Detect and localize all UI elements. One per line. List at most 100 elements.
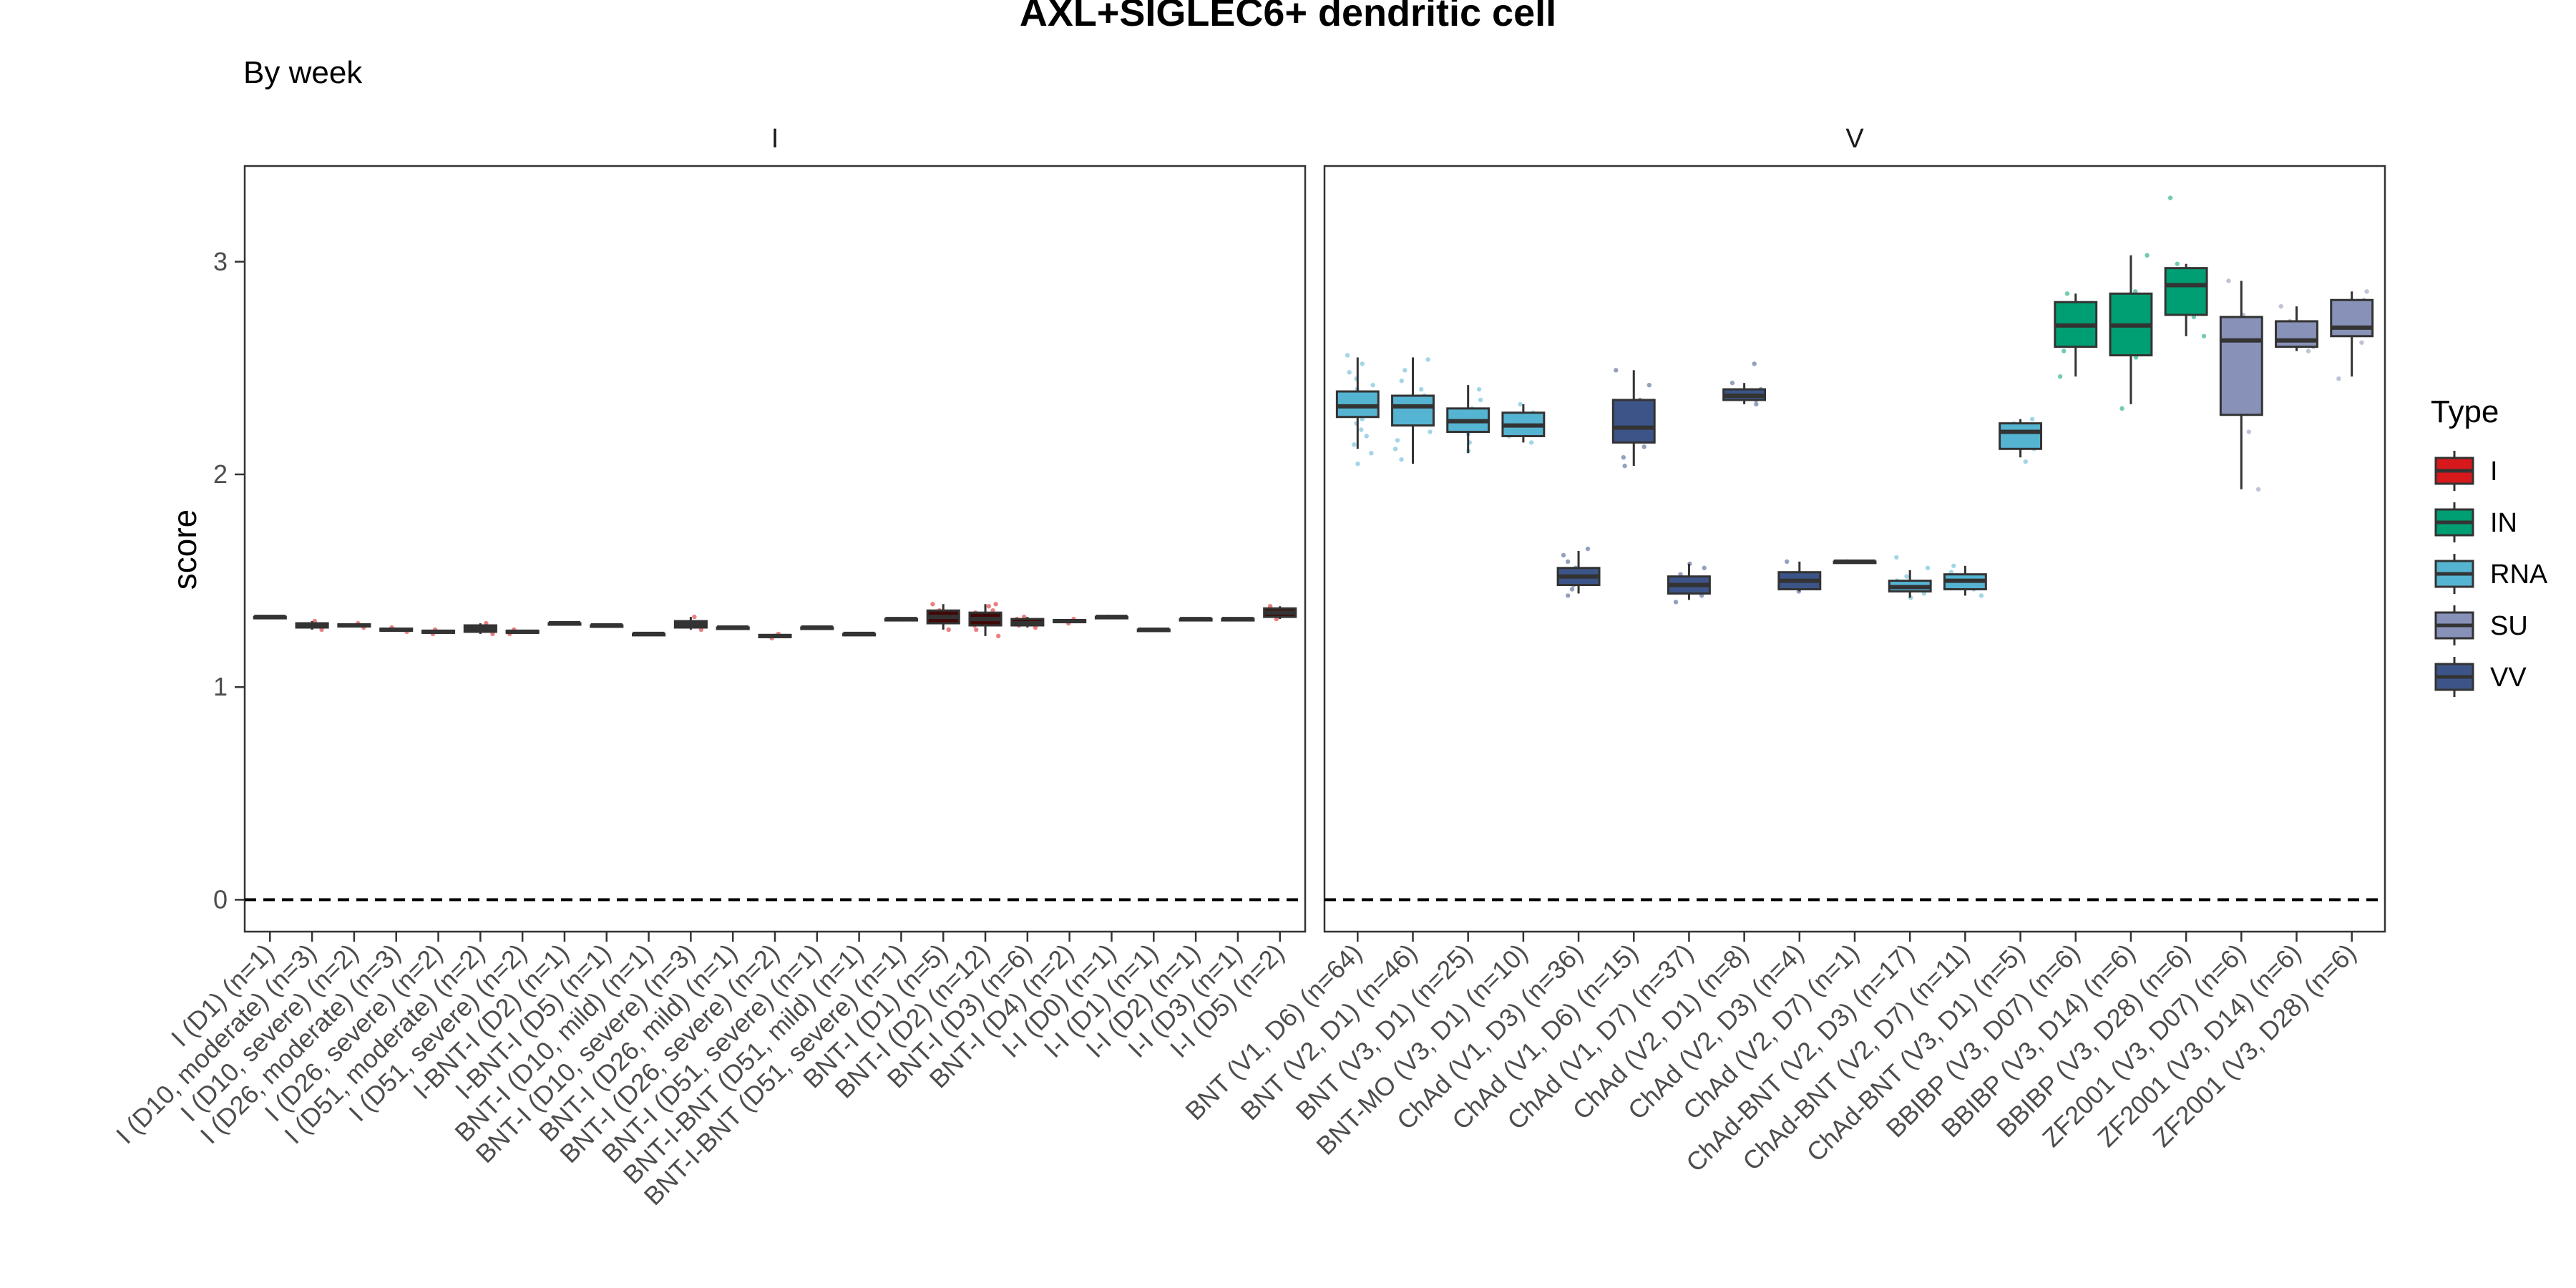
data-point xyxy=(1614,368,1619,373)
data-point xyxy=(1951,563,1956,568)
data-point xyxy=(986,604,992,609)
data-point xyxy=(930,602,935,607)
data-point xyxy=(2145,253,2150,258)
data-point xyxy=(1369,451,1374,456)
legend-label: I xyxy=(2490,457,2498,487)
panel-frame xyxy=(243,165,1307,933)
legend-label: VV xyxy=(2490,663,2527,693)
y-tick-label: 1 xyxy=(213,672,228,701)
data-point xyxy=(1561,552,1566,558)
data-point xyxy=(2336,376,2341,381)
data-point xyxy=(1529,440,1534,445)
box-body xyxy=(2330,298,2374,338)
legend-item-RNA: RNA xyxy=(2434,554,2548,594)
y-tick-label: 3 xyxy=(213,247,228,276)
data-point xyxy=(1702,565,1707,570)
box-body xyxy=(1391,394,1435,427)
y-axis-title: score xyxy=(166,509,203,590)
data-point xyxy=(1729,380,1735,386)
data-point xyxy=(1673,600,1679,605)
data-point xyxy=(1360,361,1365,366)
y-tick-label: 2 xyxy=(213,459,228,489)
data-point xyxy=(1402,368,1407,373)
data-point xyxy=(1428,429,1433,434)
data-point xyxy=(1754,401,1759,407)
data-point xyxy=(1518,401,1523,407)
data-point xyxy=(1478,397,1483,403)
data-point xyxy=(1752,361,1757,366)
data-point xyxy=(1359,427,1364,432)
data-point xyxy=(993,602,998,607)
box-body xyxy=(1999,422,2043,450)
data-point xyxy=(946,627,951,633)
data-point xyxy=(1979,593,1984,598)
data-point xyxy=(1925,565,1931,570)
box-body xyxy=(2275,320,2318,348)
data-point xyxy=(1894,555,1899,560)
data-point xyxy=(1565,593,1571,598)
data-point xyxy=(2175,261,2180,266)
legend-title: Type xyxy=(2431,394,2499,429)
data-point xyxy=(2064,291,2070,296)
data-point xyxy=(1585,546,1591,552)
data-point xyxy=(1345,353,1350,358)
data-point xyxy=(2226,278,2231,283)
data-point xyxy=(2029,416,2035,421)
data-point xyxy=(1569,587,1575,592)
data-point xyxy=(2255,487,2261,492)
legend-label: RNA xyxy=(2490,560,2548,590)
data-point xyxy=(2023,459,2029,464)
box-body xyxy=(2219,316,2263,416)
panel-strip-label: I xyxy=(771,124,779,154)
data-point xyxy=(2306,348,2311,353)
legend: Type I IN RNA SU VV xyxy=(2431,394,2548,697)
data-point xyxy=(2201,333,2207,338)
data-point xyxy=(1565,559,1571,565)
legend-item-IN: IN xyxy=(2434,502,2517,542)
data-point xyxy=(1904,574,1909,579)
data-point xyxy=(1419,386,1424,392)
data-point xyxy=(1641,444,1646,449)
data-point xyxy=(2057,374,2063,379)
data-point xyxy=(2359,340,2364,345)
panel-I: II (D1) (n=1)I (D10, moderate) (n=3)I (D… xyxy=(110,124,1307,1211)
data-point xyxy=(1370,382,1375,388)
legend-item-VV: VV xyxy=(2434,657,2527,697)
data-point xyxy=(2119,406,2124,411)
chart-subtitle: By week xyxy=(243,55,363,90)
data-point xyxy=(1425,357,1430,362)
box-body xyxy=(1611,399,1656,444)
data-point xyxy=(1399,457,1404,462)
data-point xyxy=(974,627,979,633)
panel-strip-label: V xyxy=(1845,124,1864,154)
data-point xyxy=(1347,370,1352,375)
data-point xyxy=(1622,463,1627,469)
data-point xyxy=(2364,289,2369,294)
data-point xyxy=(1352,442,1357,447)
legend-label: IN xyxy=(2490,508,2517,538)
data-point xyxy=(995,633,1001,639)
y-tick-label: 0 xyxy=(213,884,228,914)
legend-item-I: I xyxy=(2434,451,2498,491)
legend-label: SU xyxy=(2490,611,2528,641)
panel-frame xyxy=(1323,165,2386,933)
data-point xyxy=(1399,378,1404,384)
data-point xyxy=(2246,429,2252,434)
data-point xyxy=(2167,195,2173,200)
data-point xyxy=(1646,382,1652,388)
data-point xyxy=(692,614,697,620)
data-point xyxy=(1392,447,1398,452)
box-body xyxy=(2164,267,2208,316)
data-point xyxy=(1395,438,1400,443)
data-point xyxy=(1355,461,1360,467)
data-point xyxy=(1364,434,1369,439)
data-point xyxy=(2278,303,2283,309)
data-point xyxy=(1476,386,1482,392)
data-point xyxy=(2062,348,2067,353)
chart-title: AXL+SIGLEC6+ dendritic cell xyxy=(1020,0,1556,34)
legend-item-SU: SU xyxy=(2434,605,2528,645)
data-point xyxy=(1784,559,1790,565)
